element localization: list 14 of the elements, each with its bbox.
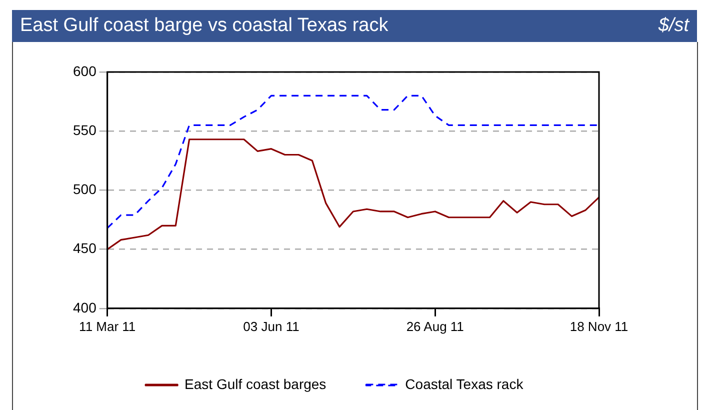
legend-label: Coastal Texas rack — [405, 376, 524, 392]
legend-label: East Gulf coast barges — [184, 376, 326, 392]
chart-title: East Gulf coast barge vs coastal Texas rack — [20, 15, 388, 37]
y-tick-label: 450 — [73, 240, 97, 256]
x-tick-label: 11 Mar 11 — [79, 318, 136, 334]
y-tick-label: 550 — [73, 122, 97, 138]
x-tick-label: 03 Jun 11 — [243, 318, 300, 334]
x-tick-label: 18 Nov 11 — [570, 318, 628, 334]
y-tick-label: 600 — [73, 62, 97, 79]
y-tick-label: 400 — [73, 299, 97, 316]
line-series — [107, 94, 599, 229]
x-tick-label: 26 Aug 11 — [406, 318, 464, 334]
y-axis-title: $/st — [658, 15, 689, 37]
y-tick-label: 500 — [73, 181, 97, 198]
